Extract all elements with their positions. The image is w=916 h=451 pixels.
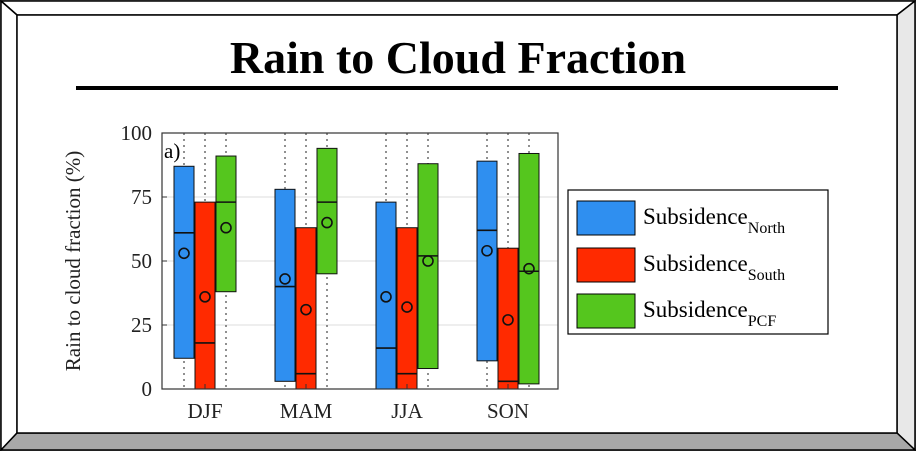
percentile-box <box>295 227 317 390</box>
axis-ticks: 0 25 50 75 100 DJF MAM JJA SON <box>121 121 530 423</box>
x-tick-label: MAM <box>280 399 333 423</box>
mean-marker <box>321 216 333 229</box>
y-tick-label: 50 <box>131 249 152 273</box>
mean-marker <box>481 244 493 257</box>
figure-title: Rain to Cloud Fraction <box>229 32 687 83</box>
legend-label-north: SubsidenceNorth <box>643 204 785 237</box>
mean-marker <box>199 291 211 303</box>
x-tick-label: SON <box>487 399 529 423</box>
mean-marker <box>401 301 413 313</box>
legend-label-pcf: SubsidencePCF <box>643 297 776 330</box>
legend-label-south: SubsidenceSouth <box>643 251 785 284</box>
percentile-box <box>518 152 540 385</box>
mean-marker <box>178 247 190 260</box>
x-tick-label: JJA <box>391 399 423 423</box>
mean-marker <box>422 255 434 267</box>
x-tick-label: DJF <box>187 399 222 423</box>
mean-marker <box>279 273 291 285</box>
percentile-box <box>194 201 216 390</box>
y-tick-label: 25 <box>131 313 152 337</box>
y-tick-label: 100 <box>121 121 153 145</box>
legend: SubsidenceNorth SubsidenceSouth Subsiden… <box>567 189 829 335</box>
legend-swatch-pcf <box>576 293 636 329</box>
percentile-box <box>497 247 519 390</box>
mean-marker <box>502 314 514 326</box>
percentile-box <box>173 165 195 359</box>
mean-marker <box>300 303 312 316</box>
y-tick-label: 0 <box>142 377 153 401</box>
mean-marker <box>220 221 232 234</box>
legend-swatch-south <box>576 247 636 283</box>
y-axis-label: Rain to cloud fraction (%) <box>61 151 85 371</box>
percentile-box <box>274 188 296 382</box>
chart-boxes <box>173 133 540 390</box>
legend-swatch-north <box>576 200 636 236</box>
panel-label: a) <box>164 139 180 163</box>
mean-marker <box>380 291 392 303</box>
title-underline <box>76 86 838 90</box>
percentile-box <box>476 160 498 362</box>
percentile-box <box>215 155 237 293</box>
percentile-box <box>396 227 418 390</box>
y-tick-label: 75 <box>131 185 152 209</box>
percentile-box <box>375 201 397 390</box>
mean-marker <box>523 262 535 275</box>
percentile-box <box>316 147 338 275</box>
